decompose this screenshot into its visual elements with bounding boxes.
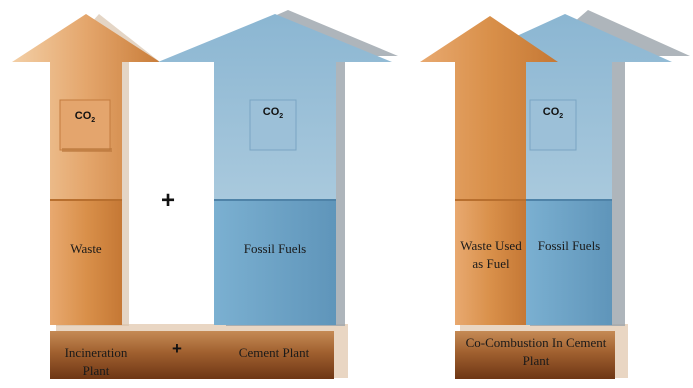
co2-tile-left-shade bbox=[62, 148, 112, 152]
co2-tile-center bbox=[249, 99, 297, 151]
fossil-block bbox=[214, 200, 336, 325]
co2-label-left: CO2 bbox=[74, 110, 96, 125]
left-base-bar bbox=[50, 331, 334, 379]
right-orange-head bbox=[420, 16, 558, 200]
right-fossil-block bbox=[525, 200, 612, 325]
co2-tile-right bbox=[529, 99, 577, 151]
co2-label-right: CO2 bbox=[542, 106, 564, 121]
fossil-fuels-label: Fossil Fuels bbox=[243, 241, 307, 256]
waste-block bbox=[50, 200, 122, 325]
cement-plant-label: Cement Plant bbox=[238, 345, 310, 360]
plus-sign-base: + bbox=[172, 339, 182, 358]
co-combustion-label: Co-Combustion In Cement Plant bbox=[465, 335, 607, 368]
right-waste-block bbox=[455, 200, 526, 325]
co2-label-center: CO2 bbox=[262, 106, 284, 121]
co2-tile-left bbox=[59, 99, 111, 151]
right-fossil-fuels-label: Fossil Fuels bbox=[537, 238, 601, 253]
waste-label: Waste bbox=[70, 241, 102, 256]
incineration-plant-label: Incineration Plant bbox=[64, 345, 128, 378]
waste-used-as-fuel-label: Waste Used as Fuel bbox=[460, 238, 522, 271]
right-base-bar bbox=[455, 331, 615, 379]
plus-sign-main: + bbox=[161, 187, 176, 214]
